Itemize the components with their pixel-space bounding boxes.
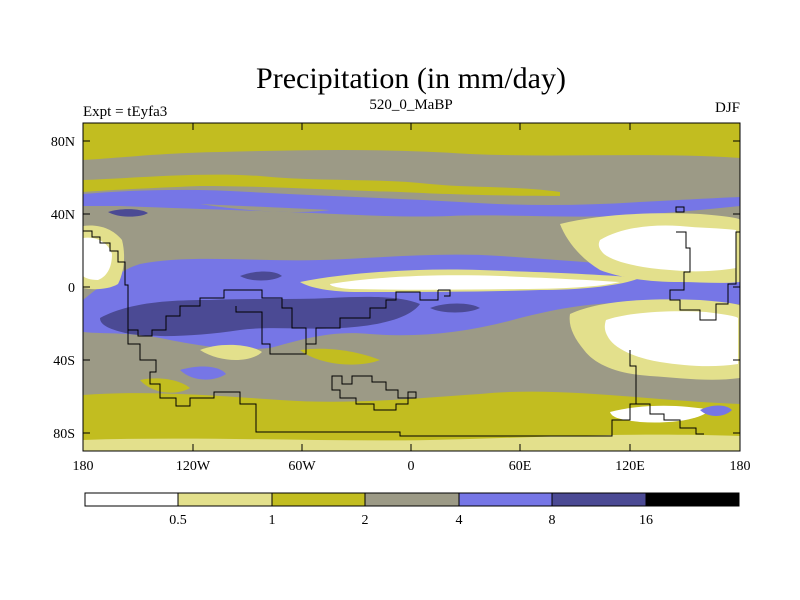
legend-bin <box>458 492 553 507</box>
legend-bin <box>551 492 647 507</box>
lat-tick-label: 80N <box>51 135 75 150</box>
north-africa-stub <box>438 289 451 297</box>
legend-label: 4 <box>456 513 463 528</box>
north-olive-band <box>83 123 740 160</box>
north-storm-track <box>83 189 740 217</box>
precipitation-contour-map <box>83 123 740 451</box>
lon-tick-label: 60W <box>288 459 316 474</box>
latitude-labels: 80N 40N 0 40S 80S <box>51 135 75 442</box>
mid-olive-patch <box>300 348 380 365</box>
west-dry-white <box>83 237 112 280</box>
map-title: Precipitation (in mm/day) <box>256 62 566 95</box>
south-pale-band <box>83 434 740 451</box>
tropical-dark-patch-3 <box>430 303 480 313</box>
legend-bin <box>271 492 366 507</box>
north-storm-track-gray-dip <box>200 204 330 212</box>
north-continent-west-outline <box>83 230 439 345</box>
south-blue-patch <box>180 366 226 380</box>
axis-ticks <box>83 123 740 451</box>
north-storm-track-dark <box>108 209 148 217</box>
season-label: DJF <box>715 100 740 116</box>
period-label: 520_0_MaBP <box>369 97 452 113</box>
lon-tick-label: 0 <box>408 459 415 474</box>
east-blue-patch <box>700 405 732 416</box>
legend-bin <box>84 492 179 507</box>
lon-tick-label: 180 <box>73 459 94 474</box>
south-island-outline <box>331 375 417 411</box>
lon-tick-label: 180 <box>730 459 751 474</box>
lat-tick-label: 40S <box>53 354 75 369</box>
south-coast-pale <box>200 344 262 360</box>
paleo-coastlines <box>83 206 740 437</box>
lat-tick-label: 80S <box>53 427 75 442</box>
legend-label: 0.5 <box>169 513 187 528</box>
legend-label: 8 <box>549 513 556 528</box>
legend-label: 1 <box>269 513 276 528</box>
longitude-labels: 180 120W 60W 0 60E 120E 180 <box>73 459 751 474</box>
lat-tick-label: 40N <box>51 208 75 223</box>
lon-tick-label: 120E <box>615 459 645 474</box>
south-olive-patch <box>140 378 190 393</box>
north-dry-white <box>598 225 736 272</box>
north-olive-band-2 <box>83 174 560 196</box>
legend-bin <box>364 492 460 507</box>
legend-label: 16 <box>639 513 653 528</box>
east-island-outline <box>675 206 685 213</box>
equatorial-white-belt <box>330 275 620 290</box>
tropical-dark-patch-2 <box>240 271 282 281</box>
lon-tick-label: 60E <box>509 459 532 474</box>
color-legend <box>84 492 740 507</box>
lon-tick-label: 120W <box>176 459 211 474</box>
gondwana-outline <box>127 330 637 437</box>
south-dry-white <box>604 311 738 367</box>
lat-tick-label: 0 <box>68 281 75 296</box>
antarctic-outline <box>630 403 704 435</box>
legend-bin <box>645 492 740 507</box>
legend-bin <box>177 492 273 507</box>
east-continent-outline <box>669 231 740 321</box>
legend-labels: 0.5 1 2 4 8 16 <box>169 513 653 528</box>
legend-label: 2 <box>362 513 369 528</box>
experiment-label: Expt = tEyfa3 <box>83 104 167 120</box>
inner-continent-outline <box>235 306 307 355</box>
